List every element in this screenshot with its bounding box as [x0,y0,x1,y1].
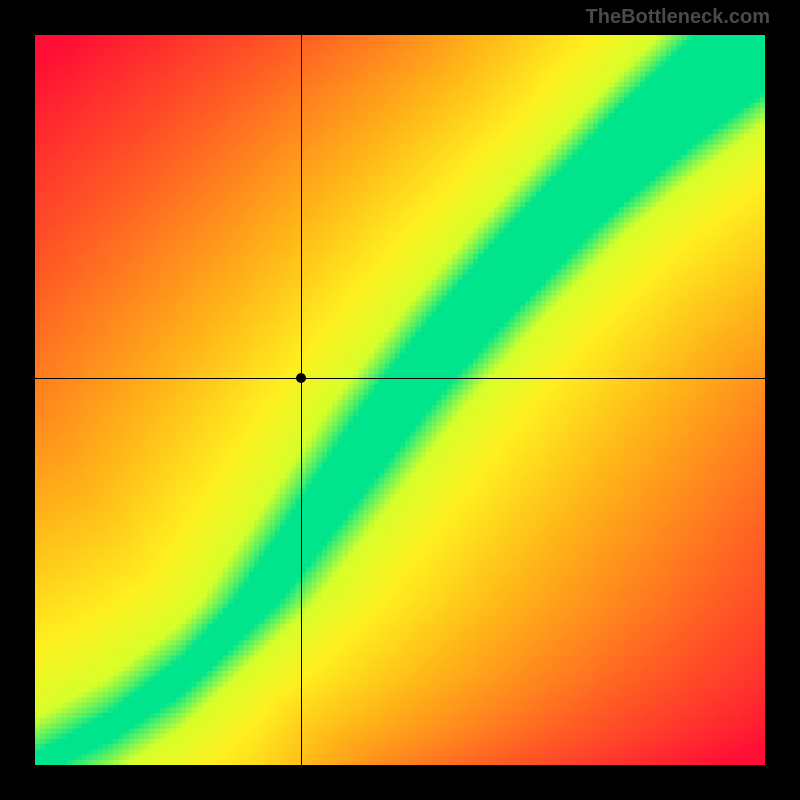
crosshair-marker [296,373,306,383]
watermark-text: TheBottleneck.com [586,6,770,29]
heatmap-canvas [35,35,765,765]
crosshair-horizontal [35,378,765,379]
plot-area [35,35,765,765]
crosshair-vertical [301,35,302,765]
